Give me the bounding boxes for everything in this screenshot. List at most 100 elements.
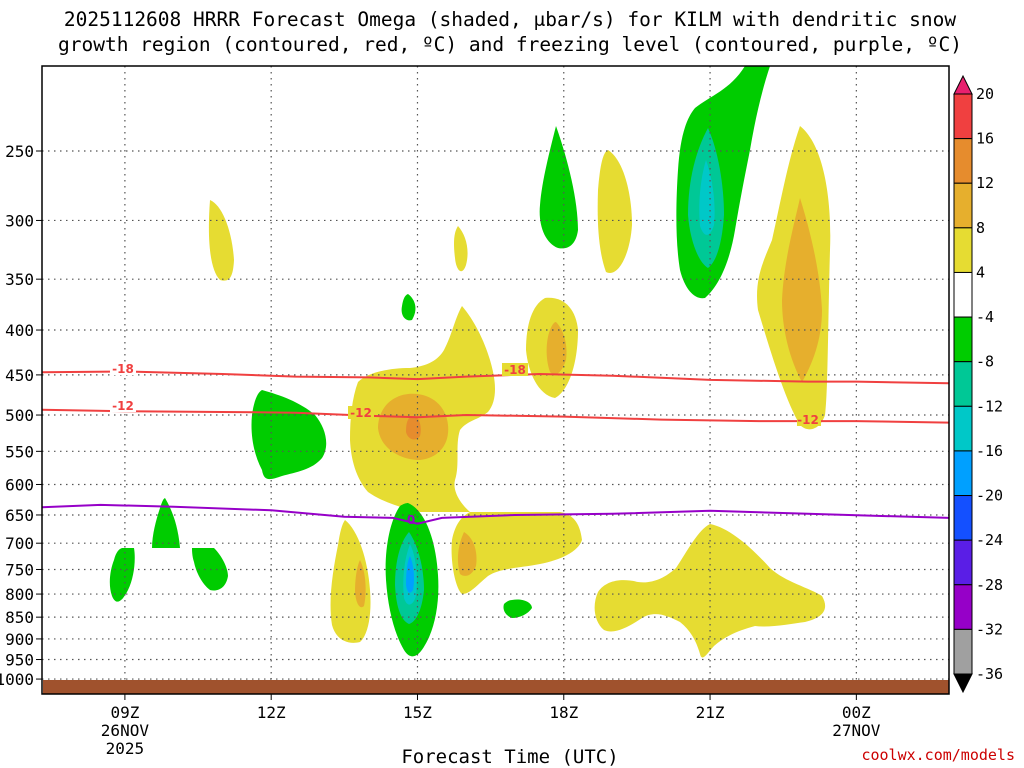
credit-text: coolwx.com/models bbox=[861, 746, 1015, 764]
x-tick-year: 2025 bbox=[106, 739, 145, 758]
omega-yellow-area bbox=[330, 520, 371, 643]
y-tick-label: 800 bbox=[5, 585, 34, 604]
plot-area: -18 -12 -18 -12 -12 0 bbox=[41, 65, 950, 695]
colorbar-segment bbox=[953, 628, 973, 675]
x-tick-date: 27NOV bbox=[832, 721, 881, 740]
contour-label-minus12: -12 bbox=[350, 406, 372, 420]
y-tick-label: 850 bbox=[5, 608, 34, 627]
contour-dgz-minus12 bbox=[41, 408, 950, 424]
contour-label-minus18: -18 bbox=[504, 363, 526, 377]
omega-lightblue-area bbox=[406, 556, 414, 593]
contour-dgz-minus18 bbox=[41, 370, 950, 385]
omega-orange-area bbox=[406, 416, 421, 440]
colorbar-segment bbox=[953, 182, 973, 229]
colorbar-label: 12 bbox=[976, 174, 994, 192]
contour-label-freezing: 0 bbox=[407, 513, 415, 527]
omega-green-area bbox=[539, 126, 578, 249]
omega-shading-strong-positive bbox=[355, 198, 822, 608]
x-tick-label: 09Z bbox=[110, 703, 139, 722]
x-tick-label: 00Z bbox=[842, 703, 871, 722]
omega-yellow-area bbox=[208, 200, 234, 281]
omega-yellow-area bbox=[451, 512, 582, 594]
y-axis-ticks: 250 300 350 400 450 500 550 600 650 700 750 800 850 9… bbox=[0, 142, 42, 689]
y-tick-label: 550 bbox=[5, 442, 34, 461]
chart-title-line1: 2025112608 HRRR Forecast Omega (shaded, … bbox=[64, 8, 956, 31]
grid-lines bbox=[42, 66, 949, 694]
omega-cyan-area bbox=[699, 160, 715, 235]
omega-green-area bbox=[109, 548, 135, 602]
colorbar-label: -4 bbox=[976, 308, 994, 326]
colorbar-segment bbox=[953, 138, 973, 184]
colorbar-segment bbox=[953, 539, 973, 586]
colorbar-top-arrow bbox=[953, 74, 973, 95]
colorbar-label: -28 bbox=[976, 576, 1003, 594]
x-tick-date: 26NOV bbox=[101, 721, 150, 740]
omega-green-area bbox=[152, 498, 180, 548]
omega-green-area bbox=[401, 294, 416, 321]
y-tick-label: 300 bbox=[5, 211, 34, 230]
contour-labels: -18 -12 -18 -12 -12 0 bbox=[110, 362, 821, 527]
contour-label-bg bbox=[502, 363, 528, 376]
colorbar-label: 4 bbox=[976, 263, 985, 281]
x-tick-label: 12Z bbox=[257, 703, 286, 722]
y-tick-label: 400 bbox=[5, 321, 34, 340]
omega-orange-area bbox=[546, 322, 567, 375]
contour-label-minus12: -12 bbox=[112, 399, 134, 413]
y-tick-label: 500 bbox=[5, 406, 34, 425]
contour-label-bg bbox=[348, 406, 374, 419]
y-tick-label: 350 bbox=[5, 270, 34, 289]
colorbar-label: -16 bbox=[976, 442, 1003, 460]
colorbar-segment bbox=[953, 361, 973, 407]
colorbar-segment bbox=[953, 93, 973, 140]
colorbar-label: -12 bbox=[976, 397, 1003, 415]
y-tick-label: 450 bbox=[5, 366, 34, 385]
colorbar-label: -32 bbox=[976, 620, 1003, 638]
y-tick-label: 250 bbox=[5, 142, 34, 161]
y-tick-label: 650 bbox=[5, 506, 34, 525]
omega-orange-area bbox=[782, 198, 822, 382]
contour-label-bg bbox=[797, 413, 821, 426]
x-axis-label: Forecast Time (UTC) bbox=[401, 746, 618, 768]
x-tick-label: 21Z bbox=[696, 703, 725, 722]
colorbar-segment bbox=[953, 227, 973, 273]
y-tick-label: 600 bbox=[5, 475, 34, 494]
omega-orange-area bbox=[355, 560, 366, 608]
colorbar-label: -8 bbox=[976, 353, 994, 371]
colorbar-label: 16 bbox=[976, 130, 994, 148]
colorbar-label: -24 bbox=[976, 531, 1003, 549]
x-tick-label: 18Z bbox=[549, 703, 578, 722]
omega-green-area bbox=[503, 599, 532, 618]
ground-bar bbox=[43, 680, 949, 694]
colorbar-segment bbox=[953, 450, 973, 497]
colorbar-segment bbox=[953, 316, 973, 363]
colorbar-label: -36 bbox=[976, 665, 1003, 683]
colorbar-label: 8 bbox=[976, 219, 985, 237]
colorbar-label: -20 bbox=[976, 487, 1003, 505]
colorbar-segment bbox=[953, 495, 973, 541]
y-tick-label: 700 bbox=[5, 534, 34, 553]
omega-yellow-area bbox=[594, 524, 826, 658]
omega-shading-positive bbox=[208, 126, 831, 658]
y-tick-label: 1000 bbox=[0, 670, 34, 689]
contour-label-minus18: -18 bbox=[112, 362, 134, 376]
colorbar-segment bbox=[953, 405, 973, 452]
contour-label-minus12: -12 bbox=[797, 413, 819, 427]
omega-shading-strong-negative bbox=[395, 128, 724, 624]
y-tick-label: 750 bbox=[5, 560, 34, 579]
omega-yellow-area bbox=[454, 226, 468, 272]
y-tick-label: 950 bbox=[5, 651, 34, 670]
x-tick-label: 15Z bbox=[403, 703, 432, 722]
contour-label-bg bbox=[110, 399, 136, 412]
contour-label-bg bbox=[110, 362, 136, 375]
contours bbox=[41, 370, 950, 525]
colorbar-bottom-arrow bbox=[953, 673, 973, 694]
contour-freezing-level bbox=[41, 503, 950, 525]
omega-yellow-area bbox=[597, 150, 632, 273]
colorbar-segment bbox=[953, 271, 973, 318]
colorbar: 20 16 12 8 4 -4 -8 -12 -16 -20 -24 -28 -32 -36 bbox=[953, 74, 1003, 694]
colorbar-label: 20 bbox=[976, 85, 994, 103]
colorbar-segment bbox=[953, 584, 973, 630]
